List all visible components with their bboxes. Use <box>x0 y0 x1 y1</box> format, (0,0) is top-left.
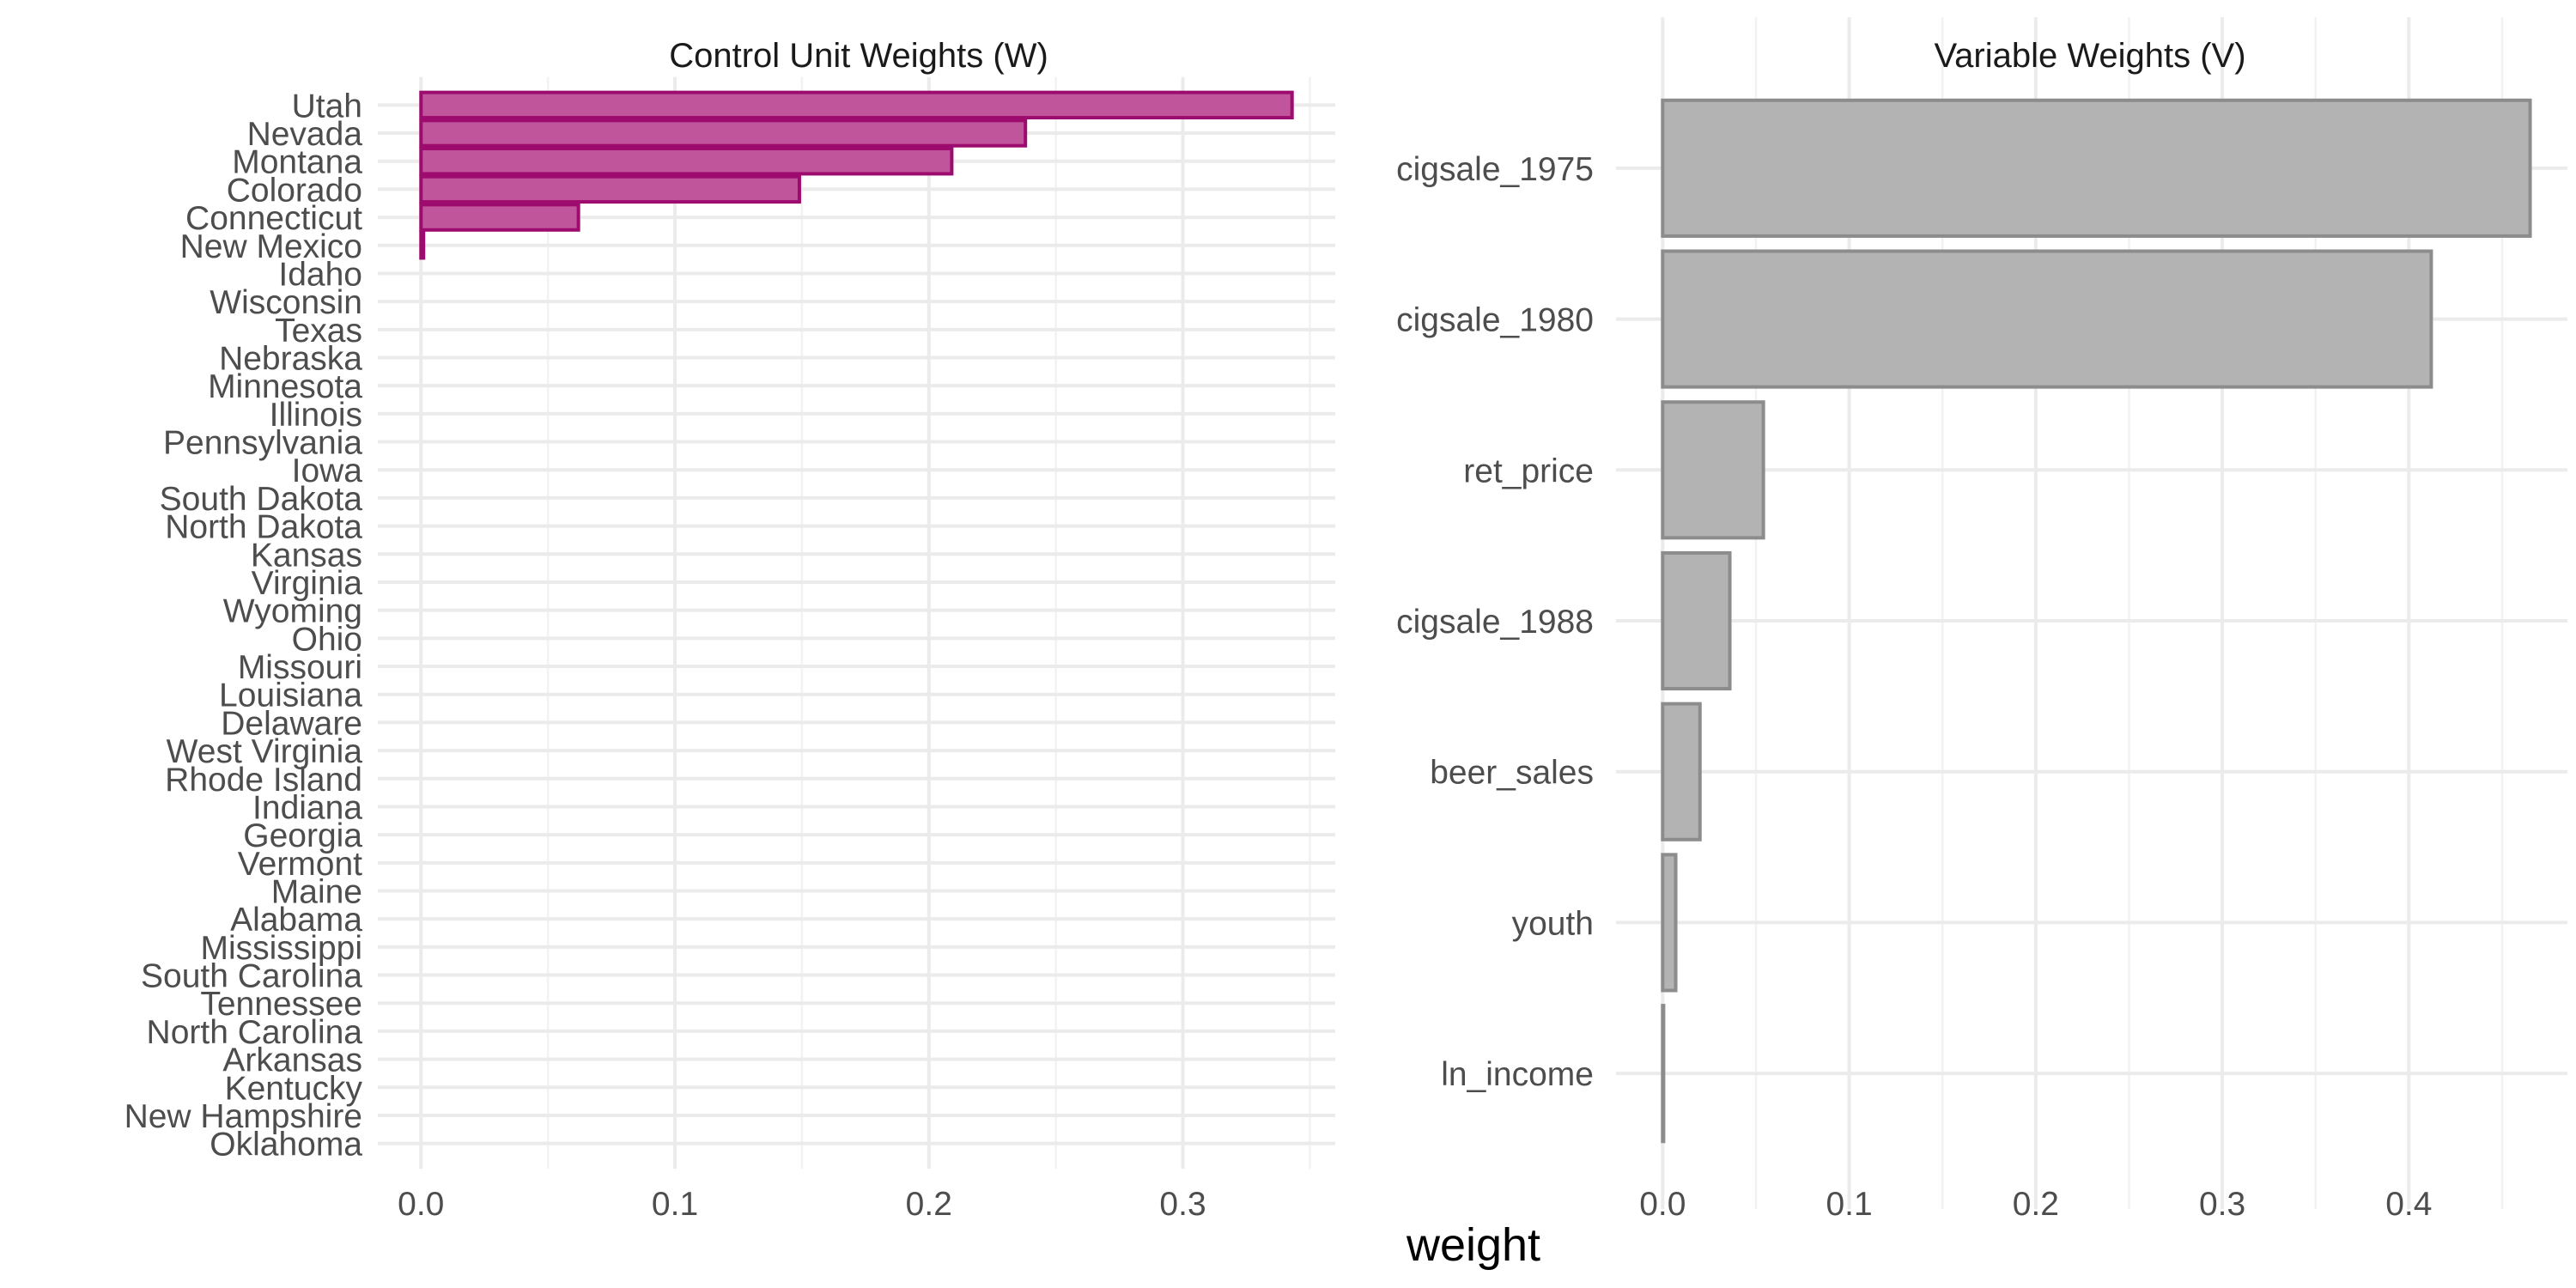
category-label: Arkansas <box>222 1042 362 1079</box>
category-label: Maine <box>271 874 362 911</box>
category-label: South Dakota <box>160 481 363 518</box>
bar-ln-income <box>1661 1004 1666 1144</box>
variable-weights-panel: cigsale_1975 cigsale_1980 ret_pricecigsale… <box>1396 17 2567 1223</box>
bar-nevada <box>419 118 1028 148</box>
x-tick-label: 0.2 <box>906 1186 952 1223</box>
category-label: Utah <box>292 88 362 125</box>
category-label: Georgia <box>243 817 362 854</box>
category-label: New Mexico <box>180 228 362 265</box>
x-tick-label: 0.3 <box>2199 1186 2245 1223</box>
x-tick-label: 0.1 <box>1826 1186 1872 1223</box>
bar-colorado <box>419 174 801 204</box>
category-label: Pennsylvania <box>163 425 362 462</box>
category-label: South Carolina <box>141 958 362 995</box>
category-label: Tennessee <box>200 986 362 1023</box>
category-label: youth <box>1512 905 1594 942</box>
category-label: cigsale_1980 <box>1396 302 1594 339</box>
control-unit-weights-panel: UtahNevadaMontanaColoradoConnecticutNew … <box>125 37 1335 1223</box>
category-label: Delaware <box>221 705 362 742</box>
category-label: Ohio <box>292 621 362 658</box>
category-label: Kansas <box>251 537 362 574</box>
bar-montana <box>419 147 954 176</box>
category-label: ret_price <box>1463 453 1594 489</box>
category-label: cigsale_1975 <box>1396 151 1594 188</box>
category-label: beer_sales <box>1430 755 1594 792</box>
category-label: Missouri <box>238 649 362 686</box>
x-tick-label: 0.1 <box>652 1186 698 1223</box>
x-tick-label: 0.0 <box>1639 1186 1686 1223</box>
bar-cigsale-1980 <box>1661 249 2433 389</box>
bar-utah <box>419 90 1294 120</box>
category-label: Wyoming <box>223 593 362 630</box>
category-label: Indiana <box>252 789 362 826</box>
category-label: North Carolina <box>147 1014 363 1051</box>
category-label: Alabama <box>230 902 362 939</box>
category-label: Montana <box>232 144 362 181</box>
category-label: Colorado <box>227 172 362 209</box>
bar-beer-sales <box>1661 702 1702 841</box>
bar-ret-price <box>1661 400 1765 540</box>
x-tick-label: 0.0 <box>398 1186 444 1223</box>
category-label: West Virginia <box>167 733 363 770</box>
category-label: cigsale_1988 <box>1396 604 1594 641</box>
category-label: Minnesota <box>208 368 362 405</box>
panel-title: Variable Weights (V) <box>1934 37 2245 75</box>
bar-cigsale-1975 <box>1661 98 2532 238</box>
category-label: Idaho <box>278 256 362 293</box>
panel-title: Control Unit Weights (W) <box>669 37 1048 75</box>
x-tick-label: 0.3 <box>1159 1186 1206 1223</box>
category-label: New Hampshire <box>125 1098 362 1135</box>
category-label: Rhode Island <box>165 762 362 799</box>
bar-new-mexico <box>419 231 426 260</box>
category-label: Nebraska <box>219 341 362 378</box>
category-label: North Dakota <box>165 509 362 546</box>
bar-cigsale-1988 <box>1661 550 1732 691</box>
x-axis-title: weight <box>1406 1219 1540 1271</box>
category-label: Nevada <box>247 116 363 153</box>
x-tick-label: 0.4 <box>2385 1186 2432 1223</box>
category-label: Iowa <box>292 453 363 489</box>
category-label: Louisiana <box>219 677 362 714</box>
category-label: Connecticut <box>185 200 362 237</box>
category-label: ln_income <box>1441 1056 1594 1093</box>
bar-youth <box>1661 853 1678 993</box>
category-label: Illinois <box>270 397 362 434</box>
category-label: Kentucky <box>225 1070 363 1107</box>
x-tick-label: 0.2 <box>2013 1186 2059 1223</box>
category-label: Texas <box>275 313 362 349</box>
category-label: Mississippi <box>200 930 362 967</box>
category-label: Wisconsin <box>210 284 362 321</box>
category-label: Oklahoma <box>210 1127 362 1163</box>
category-label: Vermont <box>238 846 362 883</box>
bar-connecticut <box>419 203 580 232</box>
category-label: Virginia <box>252 565 363 602</box>
